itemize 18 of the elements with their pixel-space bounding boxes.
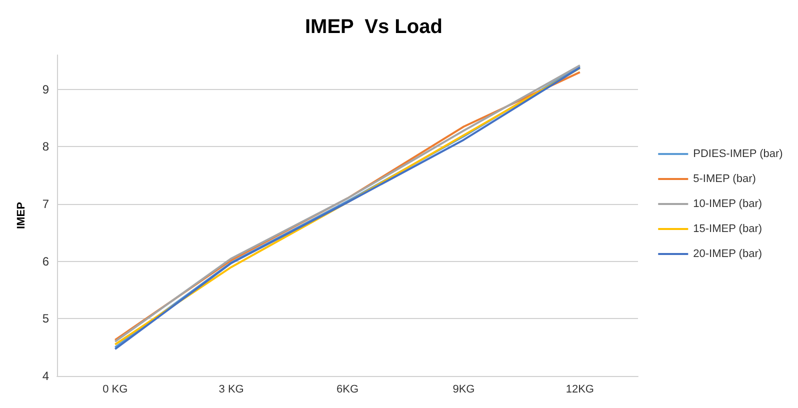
x-tick-label: 9KG (452, 384, 475, 396)
x-tick-label: 0 KG (102, 384, 128, 396)
legend-label: 15-IMEP (bar) (693, 223, 762, 235)
y-tick-label: 8 (42, 140, 50, 154)
legend-label: 5-IMEP (bar) (693, 173, 756, 185)
x-tick-label: 12KG (566, 384, 594, 396)
y-axis-title: IMEP (16, 202, 28, 229)
x-tick-label: 6KG (336, 384, 359, 396)
legend-label: 20-IMEP (bar) (693, 248, 762, 260)
y-tick-label: 7 (42, 197, 50, 212)
legend-label: PDIES-IMEP (bar) (693, 148, 783, 160)
y-tick-label: 5 (42, 312, 50, 326)
x-tick-label: 3 KG (218, 384, 244, 396)
y-tick-label: 6 (42, 254, 50, 268)
y-tick-label: 9 (42, 82, 50, 96)
chart-title: IMEP Vs Load (305, 16, 442, 38)
legend-label: 10-IMEP (bar) (693, 198, 762, 210)
y-tick-label: 4 (42, 369, 50, 383)
